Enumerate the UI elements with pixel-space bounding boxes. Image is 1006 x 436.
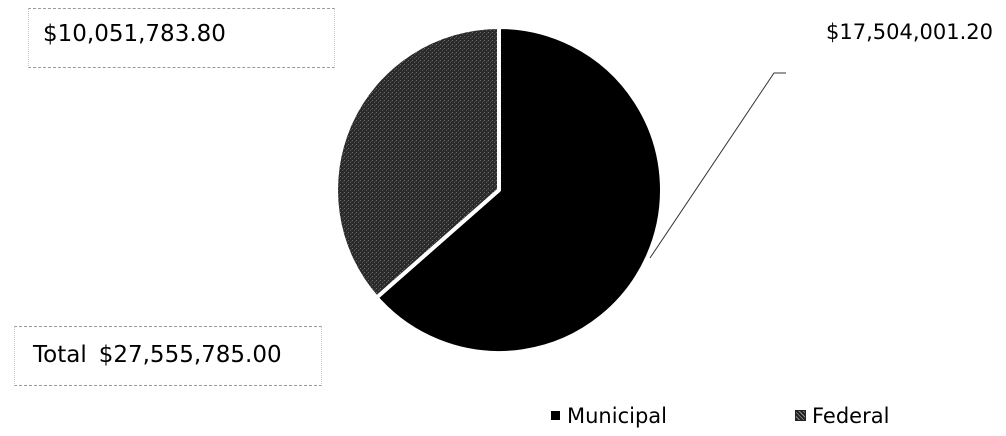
municipal-leader-line (649, 72, 786, 259)
federal-data-label: $10,051,783.80 (43, 21, 226, 47)
legend-label-federal: Federal (812, 404, 890, 428)
legend-label-municipal: Municipal (567, 404, 667, 428)
pie-slice-municipal (374, 25, 664, 355)
municipal-data-label: $17,504,001.20 (826, 20, 993, 44)
legend-swatch-municipal (551, 411, 560, 420)
legend-swatch-federal (795, 410, 806, 421)
legend-item-federal: Federal (795, 404, 890, 428)
total-value: $27,555,785.00 (98, 342, 282, 368)
legend-item-municipal: Municipal (551, 406, 667, 427)
federal-data-label-box: $10,051,783.80 (28, 8, 335, 68)
pie-slice-federal (334, 25, 501, 300)
pie-slices (334, 25, 664, 355)
total-box: Total $27,555,785.00 (14, 326, 322, 386)
total-label: Total (33, 342, 87, 368)
